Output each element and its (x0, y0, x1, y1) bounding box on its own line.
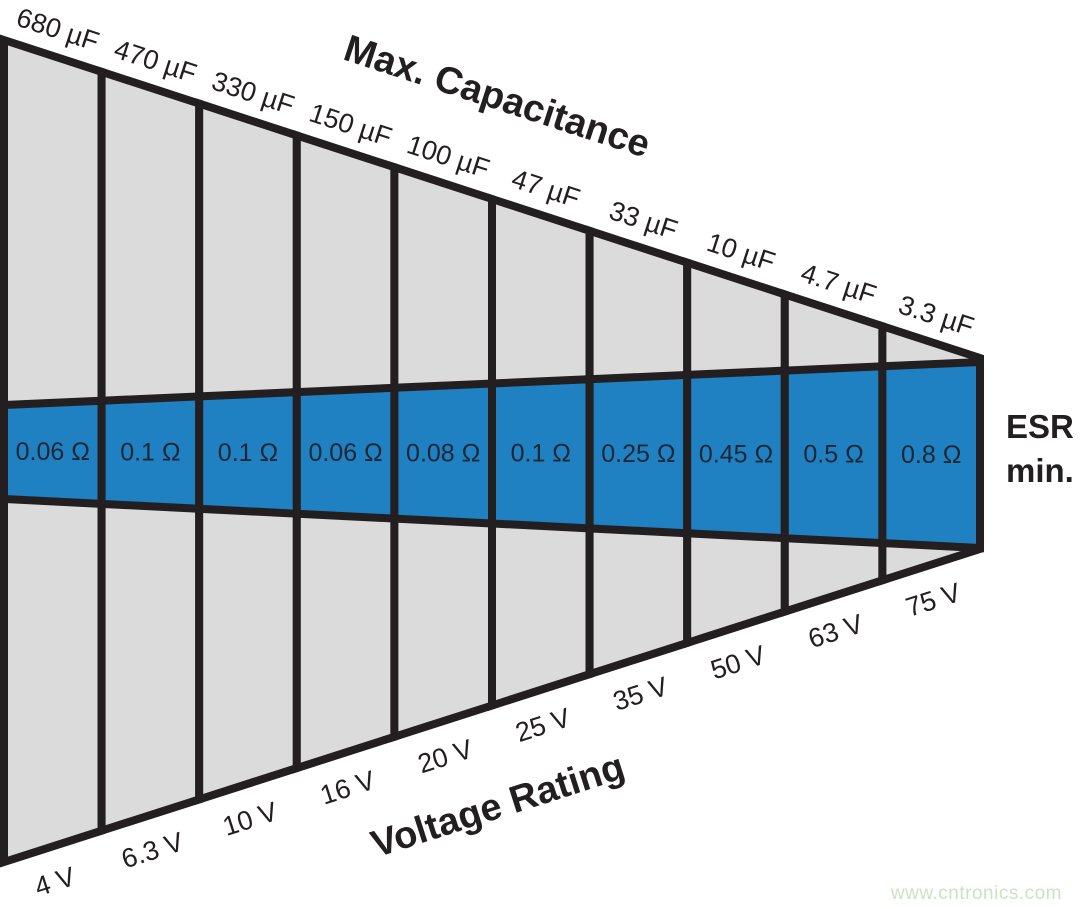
voltage-label-2: 10 V (219, 796, 281, 842)
esr-axis-title-line2: min. (1006, 452, 1074, 489)
esr-value-label-0: 0.06 Ω (16, 438, 90, 466)
esr-value-label-7: 0.45 Ω (699, 440, 773, 468)
voltage-label-5: 25 V (512, 702, 574, 748)
voltage-label-9: 75 V (902, 577, 964, 623)
esr-value-label-6: 0.25 Ω (601, 440, 675, 468)
esr-value-label-9: 0.8 Ω (901, 441, 961, 469)
voltage-label-3: 16 V (317, 765, 379, 811)
voltage-label-7: 50 V (707, 640, 769, 686)
esr-value-label-8: 0.5 Ω (803, 441, 863, 469)
voltage-label-1: 6.3 V (118, 826, 187, 874)
voltage-label-4: 20 V (414, 734, 476, 780)
esr-value-label-1: 0.1 Ω (120, 439, 180, 467)
esr-value-label-5: 0.1 Ω (511, 440, 571, 468)
esr-value-label-2: 0.1 Ω (218, 439, 278, 467)
voltage-axis-title: Voltage Rating (366, 746, 629, 866)
esr-value-label-4: 0.08 Ω (406, 439, 480, 467)
esr-axis-title-line1: ESR (1006, 408, 1074, 445)
voltage-label-8: 63 V (805, 609, 867, 655)
esr-band-cell-9 (878, 357, 984, 553)
watermark: www.cntronics.com (890, 883, 1062, 904)
voltage-label-0: 4 V (31, 861, 79, 902)
voltage-label-6: 35 V (609, 671, 671, 717)
esr-value-label-3: 0.06 Ω (308, 439, 382, 467)
